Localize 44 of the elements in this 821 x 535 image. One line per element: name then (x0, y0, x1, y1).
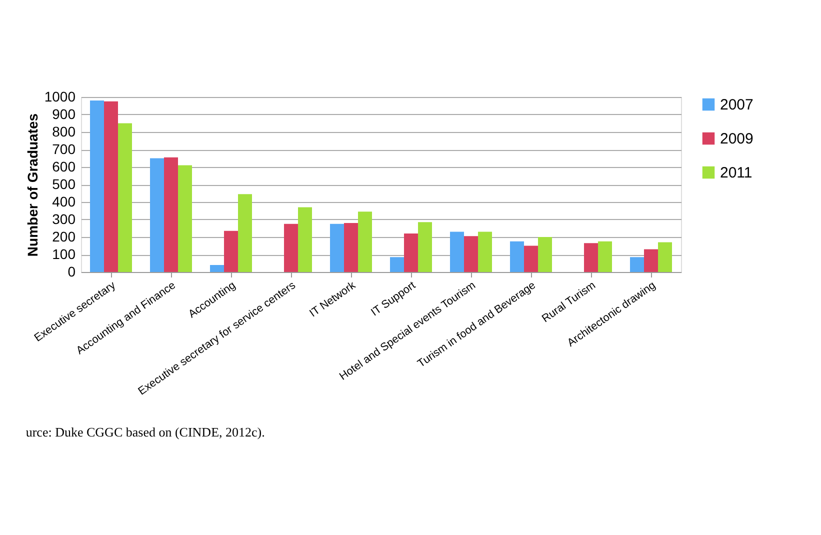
bar (344, 223, 358, 272)
bar (418, 222, 432, 272)
bar (164, 157, 178, 272)
y-tick-label: 900 (52, 106, 76, 122)
bar (358, 212, 372, 272)
legend-label: 2011 (720, 164, 752, 182)
bar (284, 224, 298, 272)
y-tick-label: 500 (52, 176, 76, 192)
bar (658, 242, 672, 272)
y-axis-title: Number of Graduates (24, 113, 40, 257)
y-tick-label: 1000 (44, 88, 76, 104)
y-tick-label: 800 (52, 124, 76, 140)
legend-label: 2009 (720, 130, 754, 148)
bar (404, 234, 418, 272)
bar (464, 236, 478, 272)
y-tick-label: 0 (68, 264, 76, 280)
bar (598, 241, 612, 272)
legend-label: 2007 (720, 96, 754, 114)
bar (210, 265, 224, 272)
y-tick-label: 100 (52, 246, 76, 262)
bar (330, 224, 344, 272)
bar (478, 232, 492, 272)
bar (298, 207, 312, 272)
bar (644, 249, 658, 272)
bar (584, 243, 598, 272)
bar (238, 194, 252, 272)
bar (178, 165, 192, 272)
bar (90, 100, 104, 272)
bar (118, 123, 132, 272)
bar (524, 246, 538, 272)
y-tick-label: 400 (52, 194, 76, 210)
text: urce: Duke CGGC based on (CINDE, 2012c). (26, 424, 265, 440)
bar (510, 241, 524, 272)
bar (104, 101, 118, 272)
y-tick-label: 600 (52, 158, 76, 174)
bar (390, 257, 404, 272)
bar (224, 230, 238, 272)
bar (150, 158, 164, 272)
y-tick-label: 300 (52, 211, 76, 227)
bar (450, 232, 464, 272)
y-tick-label: 700 (52, 141, 76, 157)
bar (630, 257, 644, 272)
bar (538, 237, 552, 272)
y-tick-label: 200 (52, 228, 76, 244)
